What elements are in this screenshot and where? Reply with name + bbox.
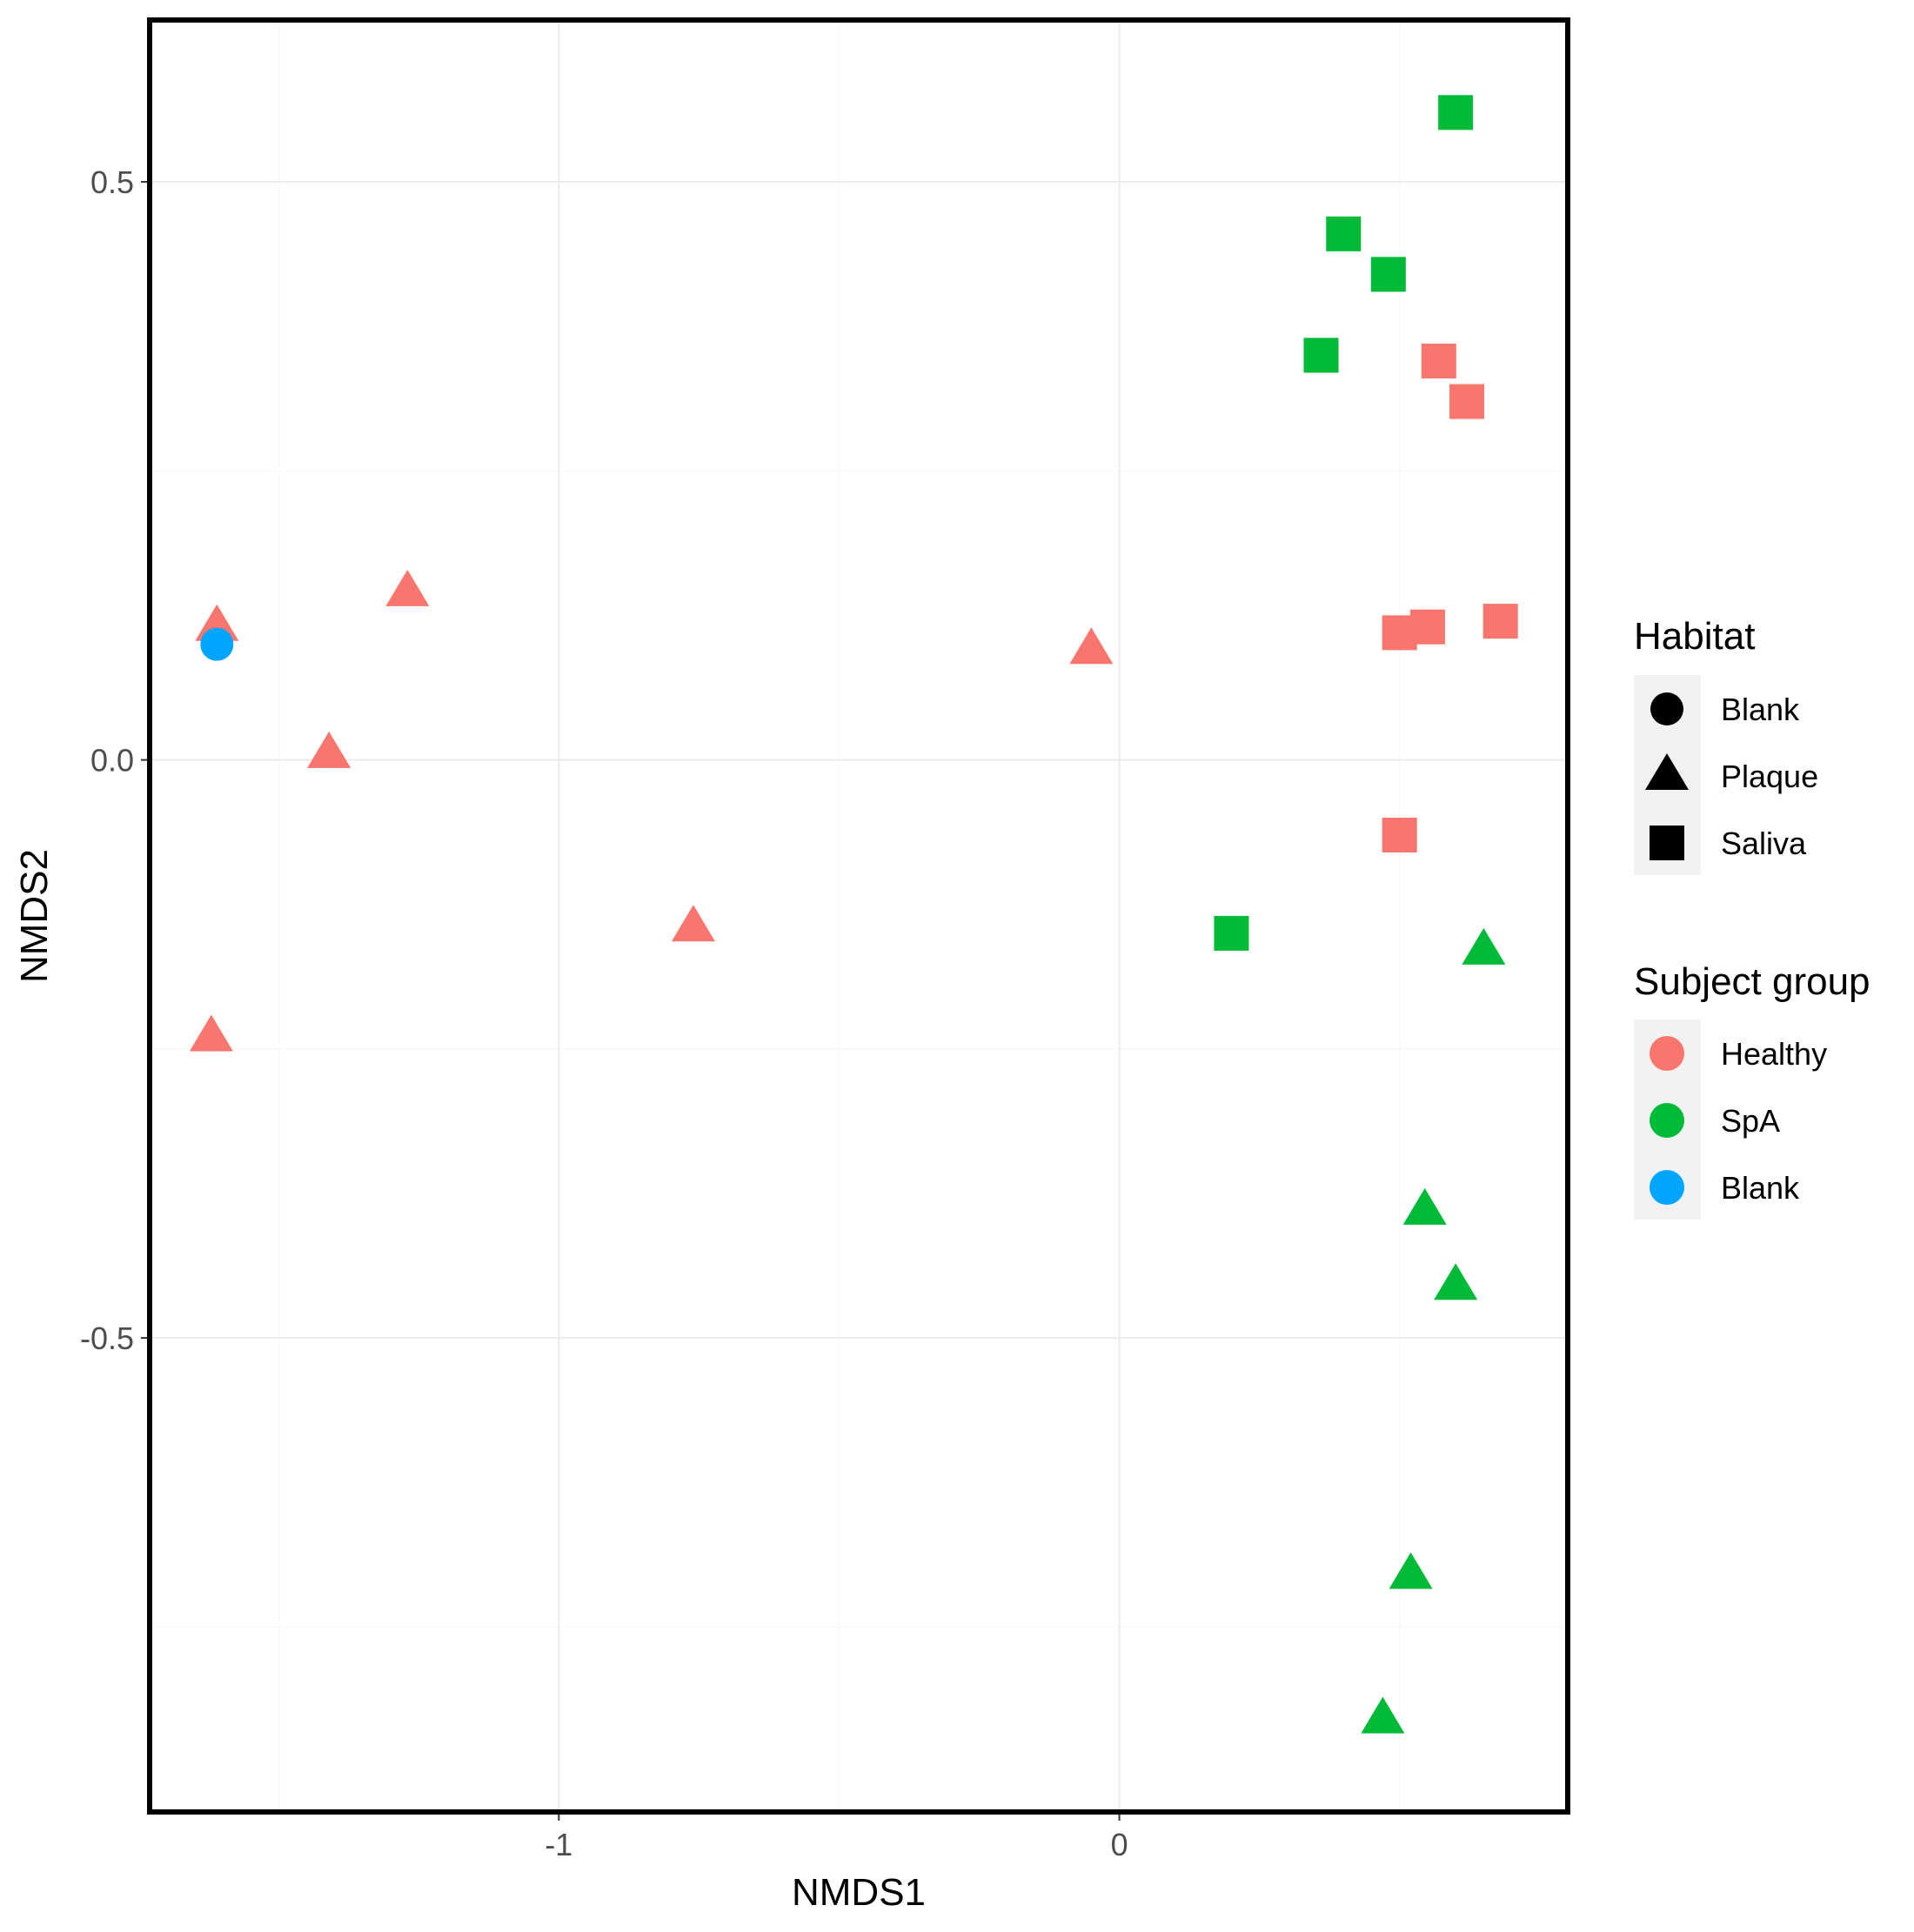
data-point-plaque-spa <box>1402 1187 1447 1225</box>
data-point-plaque-healthy <box>195 604 239 641</box>
legend-habitat: Habitat Blank Plaque Saliva <box>1634 615 1818 875</box>
data-point-plaque-healthy <box>1069 627 1114 665</box>
y-axis-title: NMDS2 <box>13 849 56 983</box>
x-axis-title: NMDS1 <box>792 1871 926 1914</box>
legend-group-label: Blank <box>1721 1170 1800 1206</box>
data-point-plaque-healthy <box>385 569 430 606</box>
legend-key-color-blank <box>1650 1170 1684 1205</box>
data-points <box>189 95 1518 1734</box>
data-point-plaque-healthy <box>307 731 351 768</box>
legend-group-title: Subject group <box>1634 960 1870 1003</box>
grid-lines <box>150 20 1568 1812</box>
data-point-saliva-spa <box>1214 915 1249 951</box>
legend-key-triangle <box>1645 752 1689 790</box>
y-tick-label: 0.0 <box>90 743 134 779</box>
data-point-saliva-spa <box>1303 338 1339 373</box>
legend-key-color-healthy <box>1650 1036 1684 1071</box>
legend-key-circle <box>1650 692 1683 725</box>
legend-habitat-title: Habitat <box>1634 615 1755 658</box>
legend-habitat-label: Blank <box>1721 692 1800 727</box>
data-point-plaque-healthy <box>189 1014 233 1052</box>
axis-ticks: -1 0 -0.5 0.0 0.5 <box>80 164 1128 1862</box>
x-tick-label: -1 <box>545 1827 572 1862</box>
plot-panel-border <box>147 17 1570 1815</box>
data-point-saliva-healthy <box>1382 817 1417 852</box>
legend-group-label: SpA <box>1721 1103 1780 1139</box>
y-tick-label: -0.5 <box>80 1320 134 1356</box>
data-point-plaque-spa <box>1462 927 1506 965</box>
data-point-blank-blank <box>200 627 234 661</box>
data-point-saliva-healthy <box>1482 604 1518 639</box>
data-point-plaque-spa <box>1434 1263 1478 1300</box>
data-point-saliva-spa <box>1326 216 1362 251</box>
y-tick-label: 0.5 <box>90 164 134 200</box>
legend-habitat-label: Saliva <box>1721 826 1807 861</box>
legend-subject-group: Subject group Healthy SpA Blank <box>1634 960 1870 1220</box>
legend-key-square <box>1650 826 1684 860</box>
data-point-saliva-healthy <box>1409 609 1445 645</box>
data-point-plaque-spa <box>1361 1696 1405 1734</box>
data-point-plaque-spa <box>1389 1552 1433 1589</box>
data-point-saliva-spa <box>1438 95 1474 130</box>
legend-habitat-label: Plaque <box>1721 759 1818 794</box>
data-point-saliva-healthy <box>1421 344 1456 379</box>
legend-group-label: Healthy <box>1721 1036 1827 1072</box>
data-point-plaque-healthy <box>671 905 715 942</box>
data-point-saliva-healthy <box>1449 384 1485 419</box>
legend-key-color-spa <box>1650 1103 1684 1138</box>
x-tick-label: 0 <box>1111 1827 1128 1862</box>
data-point-saliva-spa <box>1370 257 1406 292</box>
